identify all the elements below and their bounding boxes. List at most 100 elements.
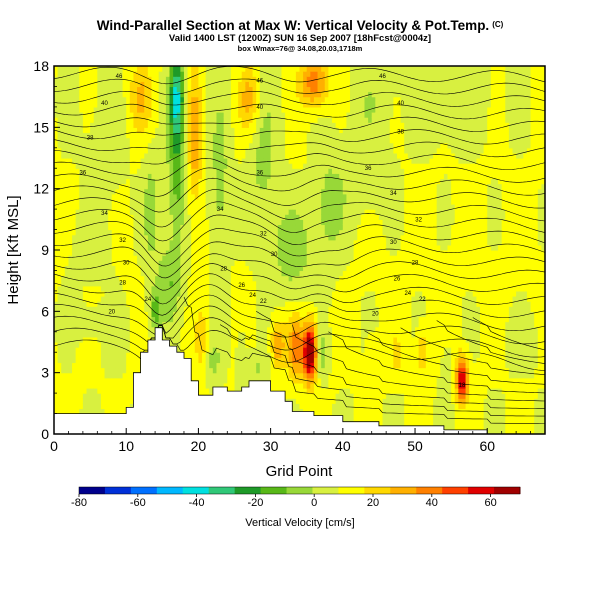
w-cell bbox=[256, 372, 261, 379]
w-cell bbox=[72, 336, 77, 343]
w-cell bbox=[321, 244, 326, 251]
w-cell bbox=[140, 137, 145, 144]
w-cell bbox=[331, 275, 337, 282]
w-cell bbox=[230, 147, 236, 154]
w-cell bbox=[72, 142, 77, 149]
w-cell bbox=[169, 178, 174, 185]
w-cell bbox=[321, 239, 326, 246]
w-cell bbox=[212, 224, 218, 231]
w-cell bbox=[118, 403, 124, 410]
w-cell bbox=[313, 178, 319, 185]
w-cell bbox=[310, 296, 315, 302]
w-cell bbox=[299, 270, 304, 277]
w-cell bbox=[104, 152, 109, 159]
w-cell bbox=[205, 152, 210, 159]
w-cell bbox=[331, 152, 337, 159]
w-cell bbox=[263, 239, 268, 246]
w-cell bbox=[220, 270, 225, 277]
w-cell bbox=[90, 224, 95, 231]
w-cell bbox=[267, 137, 272, 144]
w-cell bbox=[100, 331, 106, 338]
w-cell bbox=[115, 117, 120, 123]
w-cell bbox=[173, 106, 178, 113]
w-cell bbox=[202, 173, 207, 180]
w-cell bbox=[191, 193, 196, 200]
w-cell bbox=[313, 224, 319, 231]
w-cell bbox=[331, 398, 337, 404]
w-cell bbox=[180, 117, 185, 123]
w-cell bbox=[328, 388, 333, 394]
w-cell bbox=[147, 91, 153, 98]
w-cell bbox=[97, 377, 102, 384]
w-cell bbox=[86, 311, 91, 318]
w-cell bbox=[230, 224, 236, 231]
w-cell bbox=[86, 198, 91, 205]
w-cell bbox=[79, 137, 84, 144]
w-cell bbox=[68, 147, 73, 154]
w-cell bbox=[227, 285, 232, 292]
w-cell bbox=[295, 158, 301, 164]
w-cell bbox=[274, 101, 279, 108]
w-cell bbox=[285, 382, 290, 389]
w-cell bbox=[248, 280, 254, 287]
w-cell bbox=[79, 296, 84, 302]
w-cell bbox=[169, 147, 174, 154]
w-cell bbox=[140, 204, 145, 210]
w-cell bbox=[292, 86, 297, 93]
w-cell bbox=[227, 86, 232, 93]
w-cell bbox=[162, 224, 167, 231]
w-cell bbox=[248, 296, 254, 302]
w-cell bbox=[234, 321, 239, 328]
w-cell bbox=[220, 362, 225, 369]
w-cell bbox=[198, 71, 203, 77]
w-cell bbox=[324, 91, 329, 98]
w-cell bbox=[317, 331, 322, 338]
w-cell bbox=[292, 219, 297, 226]
w-cell bbox=[173, 316, 178, 323]
w-cell bbox=[223, 219, 228, 226]
w-cell bbox=[82, 96, 88, 103]
w-cell bbox=[82, 347, 88, 353]
w-cell bbox=[79, 250, 84, 256]
w-cell bbox=[281, 112, 286, 118]
w-cell bbox=[317, 204, 322, 210]
w-cell bbox=[79, 188, 84, 195]
w-cell bbox=[111, 81, 116, 88]
w-cell bbox=[198, 224, 203, 231]
w-cell bbox=[216, 372, 221, 379]
w-cell bbox=[205, 158, 210, 164]
w-cell bbox=[72, 91, 77, 98]
w-cell bbox=[93, 270, 98, 277]
w-cell bbox=[230, 101, 236, 108]
w-cell bbox=[57, 96, 62, 103]
w-cell bbox=[328, 336, 333, 343]
w-cell bbox=[285, 132, 290, 139]
w-cell bbox=[90, 204, 95, 210]
w-cell bbox=[259, 137, 264, 144]
w-cell bbox=[306, 234, 311, 241]
w-cell bbox=[220, 66, 225, 72]
w-cell bbox=[259, 347, 264, 353]
w-cell bbox=[194, 362, 200, 369]
w-cell bbox=[108, 301, 113, 307]
w-cell bbox=[241, 96, 246, 103]
w-cell bbox=[90, 388, 95, 394]
w-cell bbox=[245, 137, 250, 144]
w-cell bbox=[68, 214, 73, 220]
w-cell bbox=[256, 76, 261, 82]
w-cell bbox=[252, 239, 257, 246]
w-cell bbox=[194, 142, 200, 149]
w-cell bbox=[270, 280, 275, 287]
w-cell bbox=[281, 152, 286, 159]
w-cell bbox=[162, 331, 167, 338]
w-cell bbox=[86, 122, 91, 128]
w-cell bbox=[303, 265, 308, 272]
w-cell bbox=[252, 183, 257, 190]
w-cell bbox=[288, 214, 293, 220]
w-cell bbox=[328, 234, 333, 241]
w-cell bbox=[202, 224, 207, 231]
w-cell bbox=[321, 71, 326, 77]
w-cell bbox=[61, 91, 66, 98]
w-cell bbox=[227, 336, 232, 343]
w-cell bbox=[259, 86, 264, 93]
